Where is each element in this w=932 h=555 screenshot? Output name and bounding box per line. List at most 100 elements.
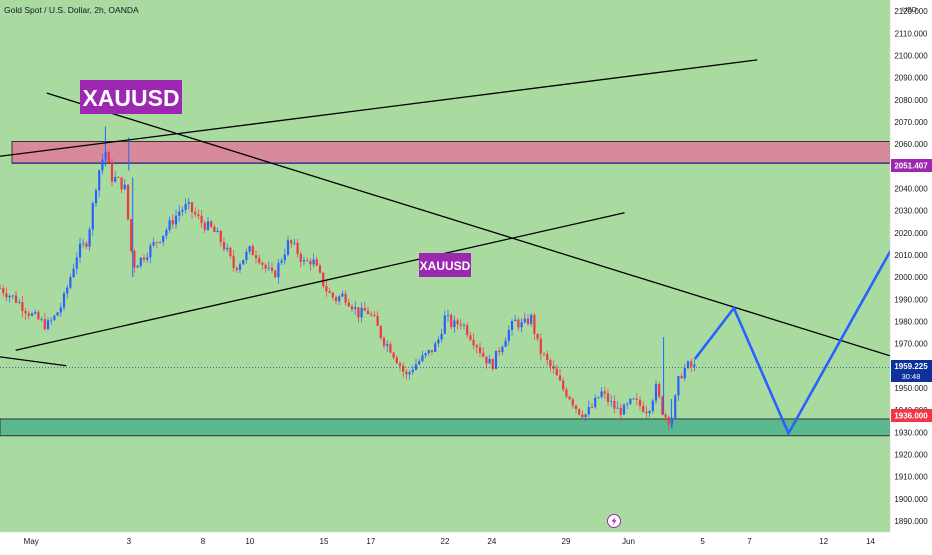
candle-body — [648, 411, 651, 414]
x-tick-label: 22 — [441, 537, 450, 546]
candle-body — [613, 400, 616, 409]
candle-body — [667, 417, 670, 425]
candle-body — [341, 293, 344, 297]
small-xauusd-label: XAUUSD — [419, 253, 471, 277]
candles-layer — [0, 126, 696, 431]
candle-body — [501, 346, 504, 353]
candle-body — [40, 319, 43, 320]
x-tick-label: 7 — [747, 537, 752, 546]
candle-body — [91, 203, 94, 230]
candle-body — [430, 350, 434, 352]
candle-body — [424, 353, 427, 356]
y-tick-label: 1910.000 — [894, 473, 928, 482]
candle-body — [546, 354, 549, 361]
candle-body — [539, 338, 542, 354]
candle-body — [107, 152, 110, 163]
candle-body — [462, 325, 466, 327]
candle-body — [251, 246, 254, 256]
candle-body — [350, 306, 354, 310]
candle-body — [386, 344, 389, 346]
y-tick-label: 2010.000 — [894, 251, 928, 260]
lightning-icon[interactable] — [607, 514, 621, 528]
candle-body — [344, 293, 347, 303]
y-tick-label: 1970.000 — [894, 340, 928, 349]
candle-body — [520, 322, 523, 328]
candle-body — [642, 405, 645, 412]
trendlines-layer — [0, 59, 891, 367]
candle-body — [117, 177, 120, 178]
y-axis-background — [890, 0, 932, 532]
candle-body — [14, 295, 18, 303]
candle-body — [283, 254, 286, 261]
candle-body — [149, 245, 152, 258]
candle-body — [670, 419, 674, 425]
candle-body — [88, 229, 91, 247]
candle-body — [437, 339, 440, 344]
candle-body — [110, 162, 114, 182]
candle-body — [75, 257, 78, 269]
candle-body — [216, 230, 219, 233]
candle-body — [85, 243, 88, 247]
candle-body — [34, 312, 37, 314]
y-tick-label: 2030.000 — [894, 207, 928, 216]
candle-body — [229, 247, 232, 256]
candle-body — [651, 400, 654, 412]
candle-body — [517, 319, 520, 328]
descending-trendline — [46, 92, 891, 357]
candle-body — [504, 340, 507, 347]
candle-body — [203, 222, 206, 230]
candle-body — [488, 359, 491, 364]
candle-body — [254, 255, 258, 259]
candle-body — [677, 376, 680, 396]
candle-body — [610, 400, 613, 402]
candle-body — [549, 360, 552, 367]
big-xauusd-text: XAUUSD — [82, 85, 179, 111]
y-tick-label: 2080.000 — [894, 96, 928, 105]
candle-body — [619, 407, 622, 415]
candle-body — [434, 343, 437, 352]
candle-body — [174, 215, 178, 225]
candle-body — [222, 242, 226, 250]
candle-body — [629, 398, 632, 404]
candle-body — [245, 251, 248, 260]
candle-body — [62, 293, 66, 308]
candle-body — [626, 403, 629, 405]
candle-body — [466, 325, 469, 336]
candle-body — [238, 264, 242, 270]
candle-body — [478, 347, 482, 353]
candle-body — [2, 288, 5, 294]
x-axis-ticks: May 3 8 10 15 17 22 24 29 Jun 5 7 12 14 — [24, 537, 876, 546]
candle-body — [18, 302, 21, 303]
candle-body — [242, 259, 245, 265]
candle-body — [674, 395, 677, 420]
candle-body — [72, 268, 75, 278]
candle-body — [523, 318, 526, 323]
candle-body — [264, 264, 267, 269]
resistance-price-tag: 2051.407 — [891, 159, 932, 172]
y-tick-label: 2020.000 — [894, 229, 928, 238]
candle-body — [568, 396, 571, 400]
candle-body — [389, 344, 392, 353]
candle-body — [309, 261, 312, 265]
x-tick-label: 5 — [700, 537, 705, 546]
candle-body — [261, 262, 264, 265]
candle-body — [30, 313, 34, 316]
candle-body — [114, 177, 117, 182]
support-price-tag: 1936.000 — [891, 409, 932, 422]
y-tick-label: 1930.000 — [894, 428, 928, 437]
candle-body — [120, 177, 123, 190]
candle-body — [446, 315, 450, 317]
candle-body — [168, 220, 171, 230]
candle-body — [133, 251, 136, 268]
y-tick-label: 1980.000 — [894, 317, 928, 326]
candle-body — [472, 339, 475, 346]
candle-body — [654, 384, 658, 401]
candle-body — [82, 243, 85, 245]
x-tick-label: 10 — [245, 537, 254, 546]
candle-body — [683, 368, 686, 379]
candle-body — [8, 295, 11, 298]
candle-body — [571, 399, 574, 406]
candle-body — [558, 375, 562, 381]
